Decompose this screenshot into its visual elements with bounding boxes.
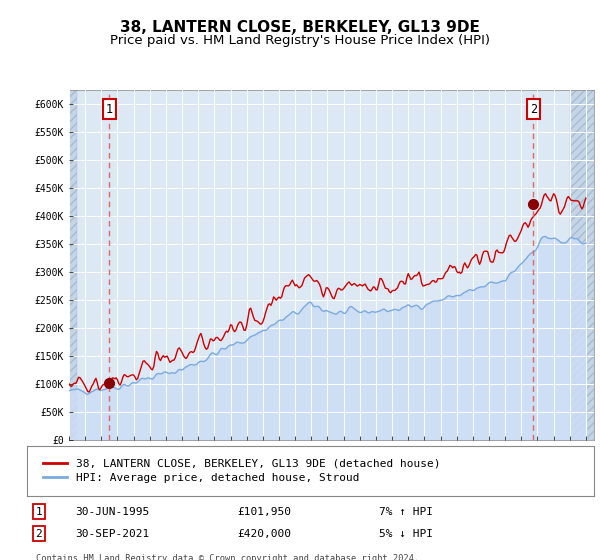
Text: £101,950: £101,950	[237, 507, 291, 517]
Text: 7% ↑ HPI: 7% ↑ HPI	[379, 507, 433, 517]
Text: Contains HM Land Registry data © Crown copyright and database right 2024.
This d: Contains HM Land Registry data © Crown c…	[35, 554, 419, 560]
Text: Price paid vs. HM Land Registry's House Price Index (HPI): Price paid vs. HM Land Registry's House …	[110, 34, 490, 46]
Text: 2: 2	[35, 529, 42, 539]
Text: 2: 2	[530, 102, 537, 116]
Text: 30-SEP-2021: 30-SEP-2021	[75, 529, 149, 539]
Text: 5% ↓ HPI: 5% ↓ HPI	[379, 529, 433, 539]
Text: £420,000: £420,000	[237, 529, 291, 539]
Legend: 38, LANTERN CLOSE, BERKELEY, GL13 9DE (detached house), HPI: Average price, deta: 38, LANTERN CLOSE, BERKELEY, GL13 9DE (d…	[38, 454, 445, 488]
Text: 1: 1	[106, 102, 113, 116]
Text: 1: 1	[35, 507, 42, 517]
Text: 38, LANTERN CLOSE, BERKELEY, GL13 9DE: 38, LANTERN CLOSE, BERKELEY, GL13 9DE	[120, 20, 480, 35]
Text: 30-JUN-1995: 30-JUN-1995	[75, 507, 149, 517]
